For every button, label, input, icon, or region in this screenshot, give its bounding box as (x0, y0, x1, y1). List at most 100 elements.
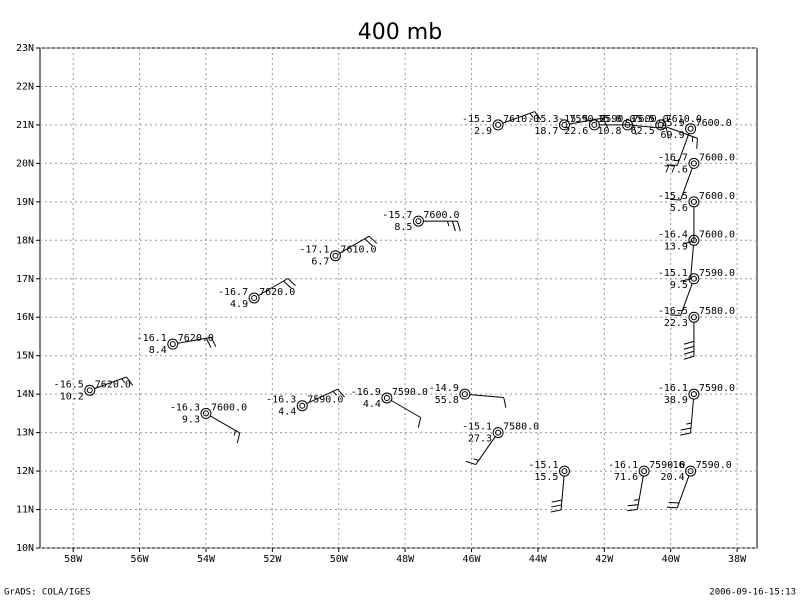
y-tick-label: 19N (16, 197, 34, 208)
dewpoint-depression: 4.9 (230, 299, 248, 310)
dewpoint-depression: 62.5 (631, 126, 655, 137)
wind-barb (502, 111, 542, 124)
temperature: -16.5 (54, 379, 84, 390)
station-circle (685, 465, 697, 477)
x-tick-label: 56W (131, 554, 150, 565)
station-circle (558, 465, 570, 477)
temperature: -16.3 (266, 395, 296, 406)
temperature: -16.1 (658, 383, 688, 394)
temperature: -15.1 (528, 460, 558, 471)
x-tick-label: 58W (64, 554, 83, 565)
height: 7620.0 (259, 287, 295, 298)
temperature: -16.9 (351, 387, 381, 398)
y-tick-label: 18N (16, 235, 34, 246)
x-tick-label: 54W (197, 554, 216, 565)
wind-barb (666, 475, 690, 509)
station-circle (248, 292, 260, 304)
temperature: -16.1 (608, 460, 638, 471)
station-inner (495, 121, 502, 128)
dewpoint-depression: 27.3 (468, 434, 492, 445)
temperature: -15.5 (658, 191, 688, 202)
station-inner (299, 402, 306, 409)
station-inner (624, 121, 631, 128)
station: -15.562.5 7610.0 (625, 114, 702, 149)
station: -15.32.9 7610.0 (462, 111, 542, 137)
dewpoint-depression: 5.6 (670, 203, 688, 214)
station-inner (690, 160, 697, 167)
station-circle (688, 157, 700, 169)
height: 7590.0 (307, 395, 343, 406)
station-inner (641, 468, 648, 475)
station: -16.522.3 7580.0 (658, 306, 735, 360)
dewpoint-depression: 13.9 (664, 241, 688, 252)
dewpoint-depression: 55.8 (435, 395, 459, 406)
y-tick-label: 20N (16, 158, 34, 169)
station-circle (622, 119, 634, 131)
station-circle (329, 250, 341, 262)
dewpoint-depression: 71.6 (614, 472, 638, 483)
x-tick-label: 42W (595, 554, 614, 565)
height: 7610.0 (666, 114, 702, 125)
station-circle (638, 465, 650, 477)
dewpoint-depression: 22.3 (664, 318, 688, 329)
station: -15.318.7 7590.0 (528, 114, 609, 137)
wind-barb (177, 336, 217, 348)
y-tick-label: 17N (16, 274, 34, 285)
dewpoint-depression: 15.5 (534, 472, 558, 483)
wind-barb (666, 133, 690, 166)
height: 7620.0 (95, 379, 131, 390)
station: -16.34.4 7590.0 (266, 388, 345, 418)
height: 7600.0 (699, 152, 735, 163)
station: -16.18.4 7620.0 (137, 333, 217, 356)
station-circle (688, 234, 700, 246)
station-circle (685, 123, 697, 135)
station: -16.510.2 7620.0 (54, 376, 134, 402)
station: -15.127.3 7580.0 (462, 422, 539, 466)
wind-barb (569, 117, 609, 128)
station: -15.19.5 7590.0 (658, 268, 735, 316)
x-tick-label: 50W (330, 554, 349, 565)
height: 7590.0 (569, 114, 605, 125)
height: 7600.0 (423, 210, 459, 221)
dewpoint-depression: 2.9 (474, 126, 492, 137)
station-circle (296, 400, 308, 412)
wind-barb (670, 167, 693, 201)
station-circle (688, 273, 700, 285)
station-inner (591, 121, 598, 128)
station-inner (461, 391, 468, 398)
station-inner (415, 218, 422, 225)
station: -16.74.9 7620.0 (218, 278, 296, 310)
x-tick-label: 46W (462, 554, 481, 565)
station-inner (169, 341, 176, 348)
temperature: -16.1 (137, 333, 167, 344)
temperature: -16.3 (170, 402, 200, 413)
temperature: -15.5 (625, 114, 655, 125)
chart-title: 400 mb (358, 20, 442, 45)
station-circle (459, 388, 471, 400)
x-tick-label: 52W (263, 554, 282, 565)
station-inner (332, 252, 339, 259)
station-inner (687, 125, 694, 132)
station-circle (167, 338, 179, 350)
height: 7600.0 (696, 118, 732, 129)
y-tick-label: 10N (16, 543, 34, 554)
station: -17.16.7 7610.0 (299, 235, 378, 268)
wind-barb (210, 415, 241, 444)
station-circle (492, 119, 504, 131)
plot-frame (39, 47, 758, 549)
wind-barb (423, 220, 461, 232)
wind-barb (258, 278, 296, 296)
height: 7610.0 (503, 114, 539, 125)
height: 7620.0 (178, 333, 214, 344)
temperature: -16.5 (658, 306, 688, 317)
height: 7590.0 (699, 383, 735, 394)
y-tick-label: 16N (16, 312, 34, 323)
station-circle (412, 215, 424, 227)
y-tick-label: 15N (16, 351, 34, 362)
station-inner (690, 391, 697, 398)
station-inner (561, 468, 568, 475)
temperature: -16 (667, 460, 685, 471)
dewpoint-depression: 4.4 (363, 399, 381, 410)
station-inner (251, 295, 258, 301)
